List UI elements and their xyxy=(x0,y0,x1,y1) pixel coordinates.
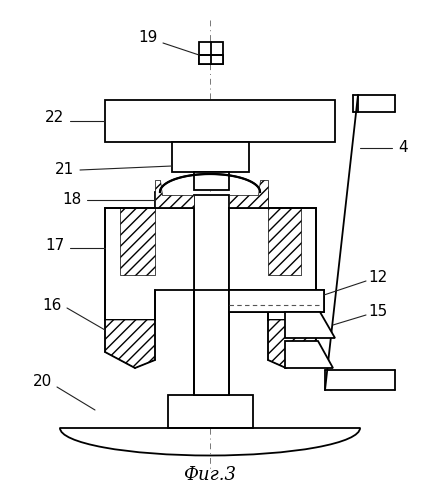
Bar xyxy=(105,100,335,142)
Bar xyxy=(194,195,229,395)
Bar xyxy=(172,142,249,172)
Text: 15: 15 xyxy=(368,304,388,320)
Text: 22: 22 xyxy=(46,110,65,126)
Polygon shape xyxy=(155,180,194,208)
Polygon shape xyxy=(229,208,316,320)
Text: 4: 4 xyxy=(398,140,408,156)
Text: Фиг.3: Фиг.3 xyxy=(184,466,236,484)
Polygon shape xyxy=(229,180,268,208)
Bar xyxy=(199,55,223,64)
Text: 20: 20 xyxy=(32,374,52,390)
Text: 17: 17 xyxy=(46,238,65,252)
Polygon shape xyxy=(285,341,333,368)
Bar xyxy=(194,172,229,190)
Bar xyxy=(168,395,253,428)
Text: 21: 21 xyxy=(55,162,75,178)
Polygon shape xyxy=(120,208,155,275)
Polygon shape xyxy=(268,208,301,275)
Text: 18: 18 xyxy=(62,192,82,208)
Bar xyxy=(199,42,223,64)
Polygon shape xyxy=(285,312,335,338)
Polygon shape xyxy=(268,320,316,368)
Polygon shape xyxy=(105,320,155,368)
Bar xyxy=(229,290,324,312)
Text: 12: 12 xyxy=(368,270,388,285)
Text: 16: 16 xyxy=(42,298,62,312)
Bar xyxy=(194,290,229,395)
Polygon shape xyxy=(105,208,194,320)
Text: 19: 19 xyxy=(138,30,158,46)
